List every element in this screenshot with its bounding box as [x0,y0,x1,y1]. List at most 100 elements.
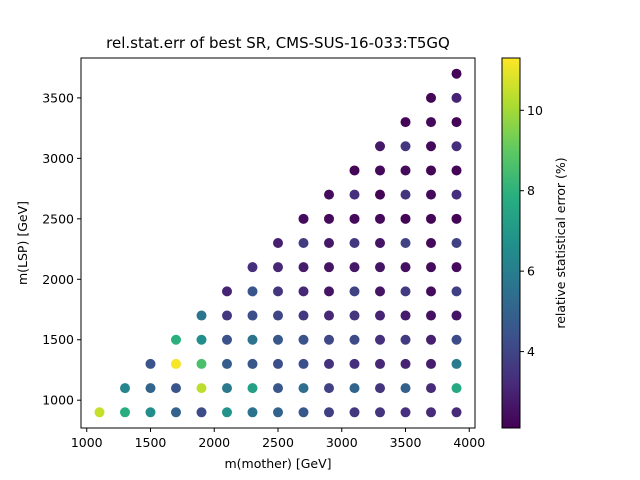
data-point [247,310,258,321]
data-point [324,383,335,394]
data-point [400,310,411,321]
data-point [145,383,156,394]
data-point [298,286,309,297]
data-point [451,213,462,224]
data-point [145,358,156,369]
colorbar-ticks: 4 6 8 10 [520,103,543,359]
data-point [451,383,462,394]
y-axis: 1000 1500 2000 2500 3000 3500 [42,90,81,408]
data-point [145,407,156,418]
data-point [298,334,309,345]
data-point [196,383,207,394]
data-point [298,238,309,248]
y-tick-label: 1500 [42,332,74,347]
data-point [426,310,437,321]
data-point [426,238,437,248]
y-tick-label: 3500 [42,90,74,105]
data-point [400,141,411,152]
data-point [349,310,360,321]
x-axis-label: m(mother) [GeV] [224,456,331,471]
data-point [349,213,360,224]
data-point [451,407,462,418]
data-point [375,310,386,321]
data-point [375,141,386,152]
data-point [426,383,437,394]
colorbar-tick-label: 10 [527,103,543,118]
data-point [400,286,411,297]
colorbar-gradient [501,57,521,429]
data-point [426,262,437,273]
data-point [273,238,283,248]
data-point [426,213,437,224]
colorbar: 4 6 8 10 relative statistical error (%) [501,57,568,429]
data-point [324,310,335,321]
data-point [221,286,232,297]
data-point [400,213,411,224]
data-point [400,334,411,345]
data-point [349,358,360,369]
data-point [451,286,462,297]
data-point [324,334,335,345]
data-point [375,383,386,394]
data-point [196,310,207,321]
data-point [426,334,437,345]
data-point [324,407,335,418]
data-point [451,141,462,152]
data-point [400,189,411,200]
y-tick-label: 1000 [42,393,74,408]
data-point [451,358,462,369]
data-point [247,383,258,394]
data-point [196,358,207,369]
data-point [451,165,462,176]
data-point [375,262,386,273]
y-tick-label: 3000 [42,151,74,166]
data-point [400,383,411,394]
data-point [451,262,462,273]
data-point [426,189,437,200]
data-point [451,310,462,321]
colorbar-tick-label: 8 [527,183,535,198]
data-point [170,334,181,345]
data-point [400,358,411,369]
data-point [273,310,283,321]
data-point [324,262,335,273]
data-point [426,117,437,128]
data-point [451,68,462,79]
data-point [349,286,360,297]
chart-title: rel.stat.err of best SR, CMS-SUS-16-033:… [106,34,450,52]
data-point [375,286,386,297]
data-point [221,334,232,345]
data-point [400,407,411,418]
data-point [196,407,207,418]
data-point [247,407,258,418]
x-tick-label: 1500 [135,435,167,450]
data-point [298,383,309,394]
data-point [247,286,258,297]
data-point [451,189,462,200]
data-point [451,334,462,345]
x-tick-label: 2000 [198,435,230,450]
data-point [273,262,283,273]
data-point [426,165,437,176]
data-point [349,334,360,345]
data-point [426,358,437,369]
data-point [375,407,386,418]
data-point [94,407,105,418]
data-point [400,165,411,176]
x-tick-label: 1000 [71,435,103,450]
data-point [247,334,258,345]
colorbar-tick-label: 4 [527,344,535,359]
data-point [451,92,462,103]
colorbar-tick-label: 6 [527,264,535,279]
data-point [451,238,462,248]
data-point [298,213,309,224]
data-point [221,358,232,369]
data-point [273,383,283,394]
points-layer [94,68,462,418]
x-axis: 1000 1500 2000 2500 3000 3500 4000 [71,428,485,450]
data-point [324,286,335,297]
data-point [324,358,335,369]
data-point [426,286,437,297]
data-point [298,310,309,321]
